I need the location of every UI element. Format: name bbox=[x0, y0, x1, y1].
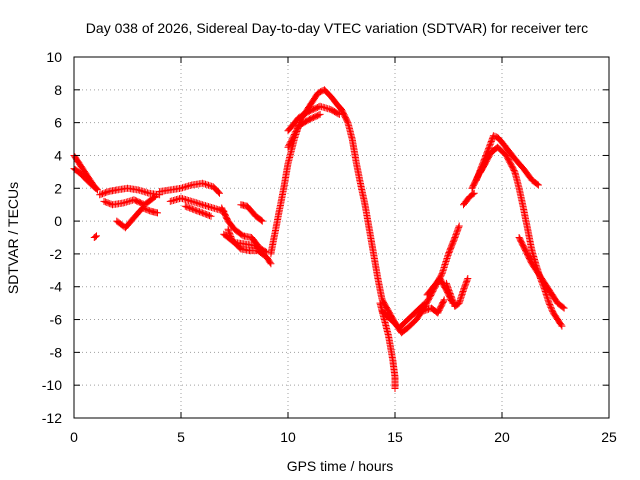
series-arc-3 bbox=[96, 184, 164, 199]
x-axis: 0 5 10 15 20 25 bbox=[70, 57, 617, 445]
x-tick-label: 10 bbox=[280, 429, 296, 445]
data-point-marks bbox=[378, 299, 429, 332]
grid-lines bbox=[74, 57, 609, 418]
y-tick-label: 6 bbox=[54, 115, 62, 131]
y-tick-label: 8 bbox=[54, 82, 62, 98]
data-point-marks bbox=[460, 189, 478, 209]
series-arc-18 bbox=[378, 299, 429, 332]
y-tick-label: -6 bbox=[50, 312, 63, 328]
y-tick-label: 2 bbox=[54, 180, 62, 196]
x-axis-label: GPS time / hours bbox=[287, 458, 394, 474]
data-point-marks bbox=[181, 202, 215, 220]
data-point-marks bbox=[156, 179, 223, 197]
series-arc-6 bbox=[90, 232, 100, 241]
x-tick-label: 0 bbox=[70, 429, 78, 445]
series-arc-12 bbox=[220, 230, 271, 256]
data-point-marks bbox=[220, 230, 271, 256]
data-point-marks bbox=[100, 193, 159, 209]
data-points bbox=[70, 86, 568, 392]
y-tick-label: -12 bbox=[42, 410, 62, 426]
data-point-marks bbox=[113, 204, 161, 232]
data-point-marks bbox=[442, 275, 472, 310]
y-tick-label: -10 bbox=[42, 377, 62, 393]
data-point-marks bbox=[237, 201, 266, 225]
y-tick-label: -2 bbox=[50, 246, 63, 262]
y-tick-label: 4 bbox=[54, 147, 62, 163]
data-point-marks bbox=[468, 160, 489, 192]
series-arc-4 bbox=[100, 193, 159, 209]
series-arc-16 bbox=[284, 110, 324, 151]
data-point-marks bbox=[284, 102, 343, 135]
data-point-marks bbox=[284, 110, 324, 151]
series-arc-25 bbox=[515, 234, 568, 312]
series-arc-9 bbox=[181, 202, 215, 220]
series-arc-15 bbox=[284, 102, 343, 135]
y-tick-label: 0 bbox=[54, 213, 62, 229]
series-arc-10 bbox=[218, 204, 262, 250]
x-tick-label: 15 bbox=[387, 429, 403, 445]
series-arc-13 bbox=[237, 201, 266, 225]
y-tick-label: 10 bbox=[46, 49, 62, 65]
series-arc-5 bbox=[113, 204, 161, 232]
x-tick-label: 20 bbox=[494, 429, 510, 445]
y-axis: -12 -10 -8 -6 -4 -2 0 2 4 6 8 10 bbox=[42, 49, 609, 426]
data-point-marks bbox=[515, 234, 568, 312]
chart-title: Day 038 of 2026, Sidereal Day-to-day VTE… bbox=[86, 20, 588, 36]
series-arc-24 bbox=[477, 143, 566, 330]
data-point-marks bbox=[419, 296, 448, 317]
series-arc-26 bbox=[468, 160, 489, 192]
x-tick-label: 25 bbox=[601, 429, 617, 445]
y-tick-label: -8 bbox=[50, 344, 63, 360]
y-axis-label: SDTVAR / TECUs bbox=[5, 182, 21, 294]
data-point-marks bbox=[90, 232, 100, 241]
data-point-marks bbox=[218, 204, 262, 250]
y-tick-label: -4 bbox=[50, 279, 63, 295]
plot-frame bbox=[73, 56, 610, 419]
data-point-marks bbox=[96, 184, 164, 199]
series-arc-21 bbox=[442, 275, 472, 310]
series-arc-20 bbox=[419, 296, 448, 317]
data-point-marks bbox=[477, 143, 566, 330]
series-arc-22 bbox=[460, 189, 478, 209]
x-tick-label: 5 bbox=[177, 429, 185, 445]
series-arc-7 bbox=[156, 179, 223, 197]
